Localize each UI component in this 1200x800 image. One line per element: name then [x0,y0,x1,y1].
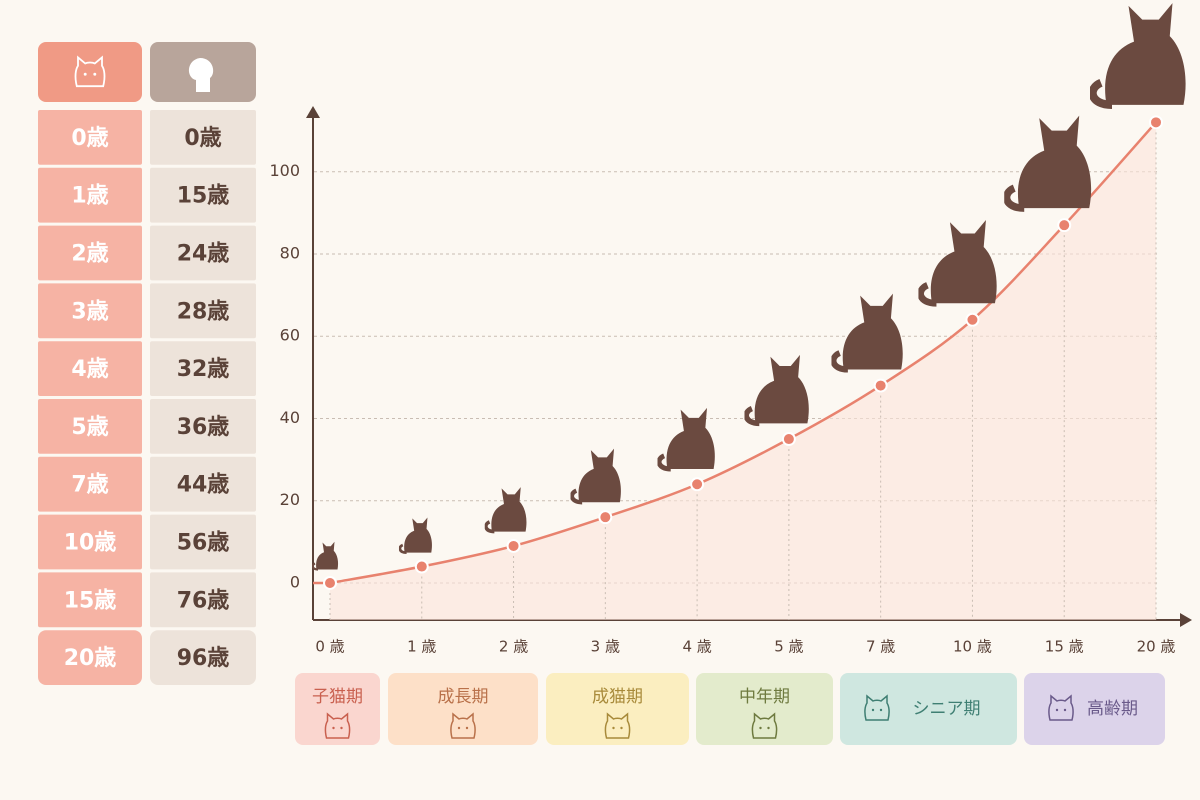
x-tick-label: 1 歳 [407,638,436,656]
cat-age: 3歳 [71,299,108,324]
cat-header [38,42,142,102]
human-age-cell [150,514,256,570]
area [330,122,1156,620]
point [873,378,888,393]
cat-age-cell [38,572,142,628]
y-tick-label: 80 [280,243,300,262]
cat-age: 5歳 [71,415,108,440]
stage-box [546,673,689,745]
human-age: 56歳 [177,531,230,556]
cat-age-cell [38,283,142,339]
cat-age: 2歳 [71,242,108,267]
y-tick-label: 100 [269,161,300,180]
human-age-cell [150,399,256,454]
stage-box [388,673,538,745]
human-age: 24歳 [177,242,230,267]
stage-label: シニア期 [913,699,981,719]
stage-box [696,673,833,745]
human-age-cell [150,110,256,165]
y-arrow [306,106,320,118]
human-age: 0歳 [184,126,221,151]
human-age-cell [150,341,256,396]
y-tick-label: 0 [290,572,300,591]
stage-box [1024,673,1165,745]
cat-age: 20歳 [64,646,117,671]
point [1057,218,1072,233]
cat-silhouette [833,294,902,370]
stage-box [295,673,380,745]
x-tick-label: 15 歳 [1045,638,1084,656]
human-age-cell [150,167,256,223]
cat-silhouette [398,516,434,555]
cat-silhouette [746,355,809,423]
cat-age: 7歳 [71,473,108,498]
x-tick-label: 0 歳 [315,638,344,656]
cat-age: 10歳 [64,531,117,556]
line [313,121,1157,585]
cat-age-cell [38,167,142,223]
cat-age: 1歳 [71,184,108,209]
point [690,477,705,492]
cat-age: 15歳 [64,588,117,613]
x-tick-label: 4 歳 [682,638,711,656]
y-tick-label: 20 [280,490,300,509]
human-age: 36歳 [177,415,230,440]
human-icon [188,58,214,92]
x-tick-label: 2 歳 [499,638,528,656]
human-age: 15歳 [177,184,230,209]
stage-label: 高齢期 [1087,699,1138,719]
human-age-cell [150,630,256,685]
cat-silhouette [484,485,529,534]
human-age: 96歳 [177,646,230,671]
cat-age: 0歳 [71,126,108,151]
stage-label: 成長期 [438,687,489,707]
cat-age-cell [38,630,142,685]
human-age: 28歳 [177,299,230,324]
cat-age-cell [38,341,142,396]
human-age-cell [150,572,256,628]
human-age: 44歳 [177,473,230,498]
point [598,510,613,525]
y-tick-label: 60 [280,326,300,345]
y-tick-label: 40 [280,408,300,427]
point [414,559,429,574]
cat-age: 4歳 [71,357,108,382]
x-tick-label: 20 歳 [1137,638,1176,656]
stage-label: 成猫期 [592,687,643,707]
cat-age-cell [38,225,142,281]
x-tick-label: 5 歳 [774,638,803,656]
x-tick-label: 10 歳 [953,638,992,656]
x-tick-label: 7 歳 [866,638,895,656]
cat-age-cell [38,399,142,454]
stage-box [840,673,1017,745]
human-age-cell [150,456,256,512]
cat-silhouette [1007,116,1092,208]
point [506,538,521,553]
stage-label: 中年期 [739,687,790,707]
human-age: 76歳 [177,588,230,613]
cat-age-cell [38,456,142,512]
cat-silhouette [572,449,621,503]
point [323,575,337,590]
cat-silhouette [921,220,997,303]
human-age-cell [150,225,256,281]
cat-silhouette [312,540,340,571]
point [781,432,796,447]
stage-label: 子猫期 [312,687,363,707]
x-tick-label: 3 歳 [591,638,620,656]
human-age-cell [150,283,256,339]
human-age: 32歳 [177,357,230,382]
point [965,312,980,327]
cat-age-cell [38,514,142,570]
cat-silhouette [1093,3,1186,105]
x-arrow [1180,613,1192,627]
point [1149,115,1163,130]
cat-silhouette [659,408,715,469]
cat-age-cell [38,110,142,165]
